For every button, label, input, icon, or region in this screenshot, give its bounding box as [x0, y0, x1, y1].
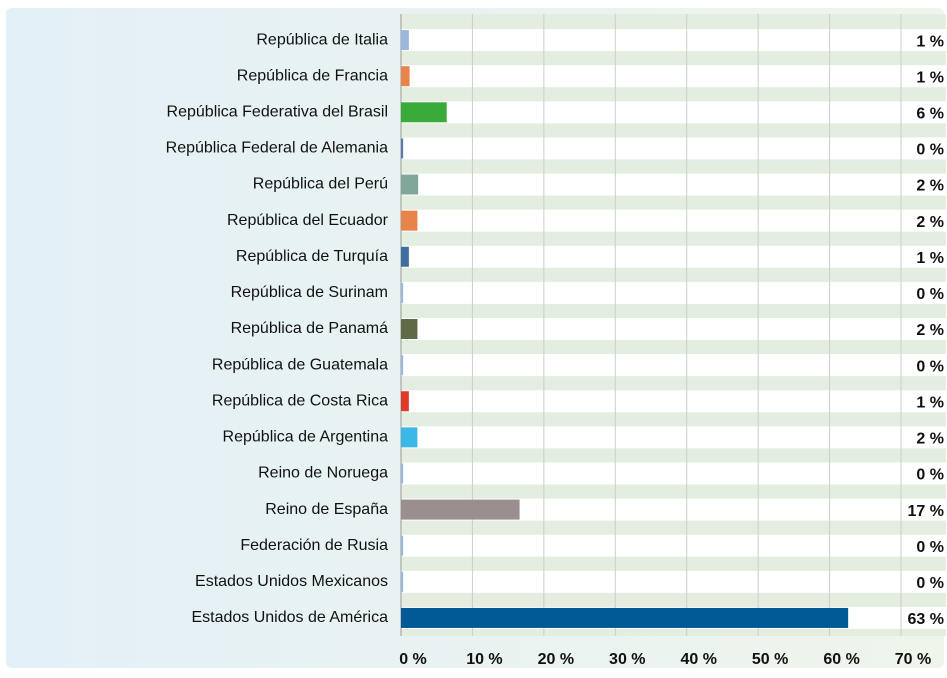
- bar: [401, 138, 404, 159]
- value-label: 1 %: [916, 33, 944, 50]
- category-label: Reino de Noruega: [258, 465, 388, 482]
- category-label: República de Italia: [256, 31, 388, 48]
- value-label: 0 %: [916, 467, 944, 484]
- bar: [401, 391, 409, 412]
- category-label: República del Perú: [253, 176, 388, 193]
- value-label: 6 %: [916, 106, 944, 123]
- row-band: [401, 570, 946, 593]
- bar: [401, 66, 410, 87]
- value-label: 0 %: [916, 286, 944, 303]
- x-tick-label: 60 %: [823, 651, 859, 668]
- bar: [401, 571, 404, 592]
- row-band: [401, 137, 946, 160]
- bar: [401, 463, 404, 484]
- row-band: [401, 101, 946, 124]
- category-label: República de Argentina: [223, 429, 389, 446]
- value-label: 63 %: [908, 611, 944, 628]
- category-label: Reino de España: [265, 501, 388, 518]
- row-band: [401, 65, 946, 88]
- row-band: [401, 498, 946, 521]
- value-label: 2 %: [916, 431, 944, 448]
- value-label: 0 %: [916, 539, 944, 556]
- bar: [401, 30, 409, 51]
- x-tick-label: 20 %: [538, 651, 574, 668]
- bar: [401, 174, 419, 195]
- category-label: República de Panamá: [231, 320, 389, 337]
- row-band: [401, 426, 946, 449]
- bar: [401, 246, 409, 267]
- bar: [401, 499, 520, 520]
- category-label: República de Surinam: [231, 284, 388, 301]
- value-label: 0 %: [916, 142, 944, 159]
- category-label: República del Ecuador: [227, 212, 389, 229]
- row-band: [401, 534, 946, 557]
- x-tick-label: 30 %: [609, 651, 645, 668]
- row-band: [401, 173, 946, 196]
- bar: [401, 282, 404, 303]
- value-label: 2 %: [916, 214, 944, 231]
- row-band: [401, 462, 946, 485]
- row-band: [401, 318, 946, 340]
- row-band: [401, 354, 946, 377]
- value-label: 2 %: [916, 322, 944, 339]
- plot-area: 0 % 10 % 20 % 30 % 40 % 50 % 60 % 70 % República…: [166, 14, 946, 668]
- category-label: Estados Unidos de América: [191, 609, 388, 626]
- bar: [401, 102, 447, 123]
- bar: [401, 319, 418, 339]
- x-tick-label: 40 %: [680, 651, 716, 668]
- category-label: República de Turquía: [236, 248, 388, 265]
- category-label: República de Guatemala: [212, 356, 388, 373]
- category-label: República Federativa del Brasil: [167, 104, 388, 121]
- value-label: 0 %: [916, 575, 944, 592]
- value-label: 1 %: [916, 250, 944, 267]
- row-band: [401, 281, 946, 304]
- bar: [401, 355, 404, 376]
- value-label: 17 %: [908, 503, 944, 520]
- value-label: 1 %: [916, 394, 944, 411]
- value-label: 2 %: [916, 178, 944, 195]
- row-band: [401, 29, 946, 52]
- row-band: [401, 245, 946, 268]
- category-label: República de Costa Rica: [212, 392, 388, 409]
- row-band: [401, 390, 946, 413]
- x-tick-label: 10 %: [466, 651, 502, 668]
- x-tick-label: 0 %: [399, 651, 427, 668]
- category-label: República Federal de Alemania: [166, 140, 388, 157]
- row-band: [401, 209, 946, 232]
- value-label: 0 %: [916, 358, 944, 375]
- bar: [401, 427, 418, 448]
- bar: [401, 607, 849, 628]
- x-tick-label: 50 %: [752, 651, 788, 668]
- bar: [401, 210, 418, 231]
- category-label: Estados Unidos Mexicanos: [195, 573, 388, 590]
- value-label: 1 %: [916, 69, 944, 86]
- x-tick-label: 70 %: [895, 651, 931, 668]
- category-label: Federación de Rusia: [240, 537, 388, 554]
- category-label: República de Francia: [237, 67, 388, 84]
- bar: [401, 535, 404, 556]
